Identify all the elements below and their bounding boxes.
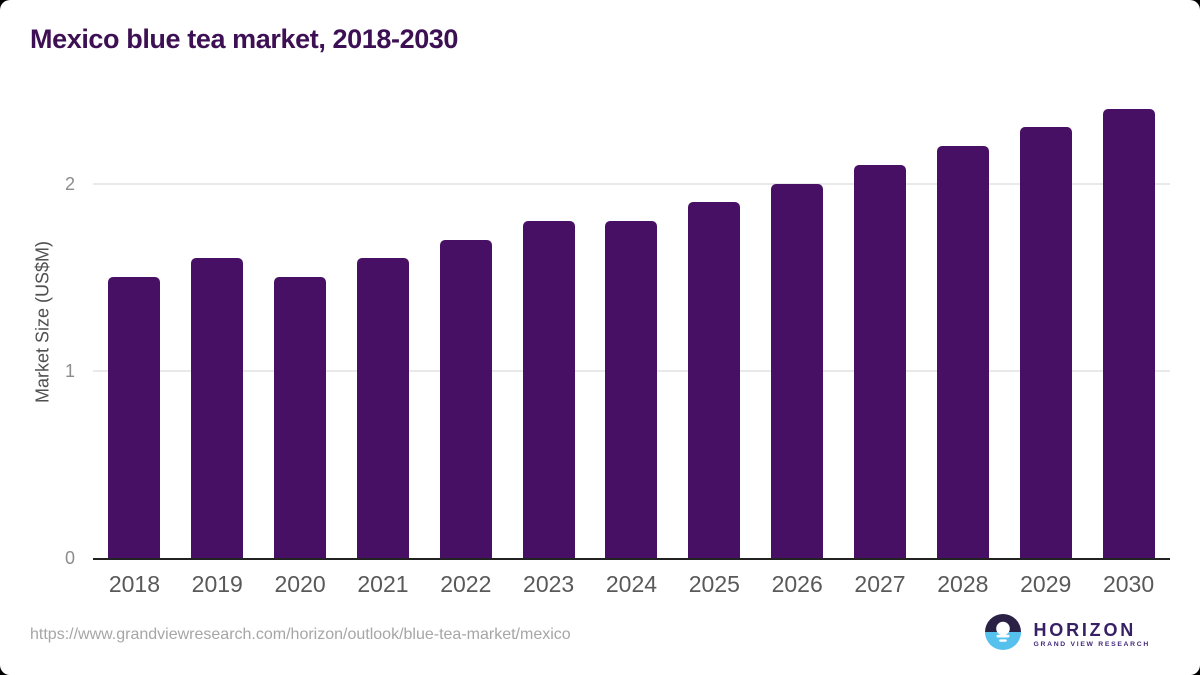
x-axis-label: 2028	[937, 571, 989, 597]
bar-2021[interactable]	[356, 258, 409, 558]
x-axis-label: 2027	[854, 571, 906, 597]
bar-2027[interactable]	[854, 164, 907, 558]
y-tick-label: 0	[64, 548, 75, 568]
logo-subbrand-name: GRAND VIEW RESEARCH	[1033, 640, 1150, 648]
x-axis-label: 2030	[1102, 571, 1155, 597]
x-axis-label: 2025	[688, 571, 740, 597]
bar-column: 2021	[342, 90, 425, 597]
y-tick-label: 1	[64, 360, 75, 381]
x-axis-label: 2022	[440, 571, 492, 597]
bar-column: 2022	[424, 90, 507, 597]
bar-2028[interactable]	[936, 146, 989, 558]
bar-column: 2026	[756, 90, 839, 597]
x-axis-label: 2026	[771, 571, 823, 597]
bar-2026[interactable]	[771, 183, 824, 558]
x-axis-label: 2018	[108, 571, 160, 597]
logo-brand-name: HORIZON	[1033, 619, 1137, 640]
y-tick-label: 2	[64, 173, 75, 194]
bar-2030[interactable]	[1102, 108, 1155, 558]
gridline	[93, 182, 1170, 185]
bar-column: 2023	[507, 90, 590, 597]
bar-2029[interactable]	[1019, 127, 1072, 558]
bars-container: 2018 2019 2020 2021 2022 2023 2024 2025 2026 2027…	[93, 90, 1170, 597]
bar-2018[interactable]	[108, 277, 161, 558]
chart-title: Mexico blue tea market, 2018-2030	[30, 24, 459, 54]
bar-2024[interactable]	[605, 221, 658, 558]
bar-column: 2030	[1087, 90, 1170, 597]
bar-2019[interactable]	[191, 258, 244, 558]
bar-column: 2020	[259, 90, 342, 597]
source-url: https://www.grandviewresearch.com/horizo…	[30, 626, 571, 643]
bar-column: 2029	[1004, 90, 1087, 597]
logo-text: HORIZON GRAND VIEW RESEARCH	[1033, 621, 1150, 649]
bar-column: 2024	[590, 90, 673, 597]
horizon-sun-over-water-icon	[984, 613, 1022, 656]
bar-column: 2027	[839, 90, 922, 597]
bar-2020[interactable]	[274, 277, 327, 558]
bar-2023[interactable]	[522, 221, 575, 558]
x-axis-label: 2023	[523, 571, 575, 597]
bar-column: 2018	[93, 90, 176, 597]
bar-column: 2028	[921, 90, 1004, 597]
bar-column: 2025	[673, 90, 756, 597]
x-axis-label: 2021	[357, 571, 409, 597]
plot-area: 2018 2019 2020 2021 2022 2023 2024 2025 2026 2027…	[65, 90, 1170, 597]
horizon-logo: HORIZON GRAND VIEW RESEARCH	[984, 613, 1150, 656]
x-axis-label: 2020	[274, 571, 326, 597]
x-axis-label: 2019	[191, 571, 243, 597]
x-axis-label: 2024	[605, 571, 658, 597]
bar-2025[interactable]	[688, 202, 741, 558]
bar-2022[interactable]	[439, 239, 492, 558]
bar-column: 2019	[176, 90, 259, 597]
x-axis-label: 2029	[1020, 571, 1072, 597]
